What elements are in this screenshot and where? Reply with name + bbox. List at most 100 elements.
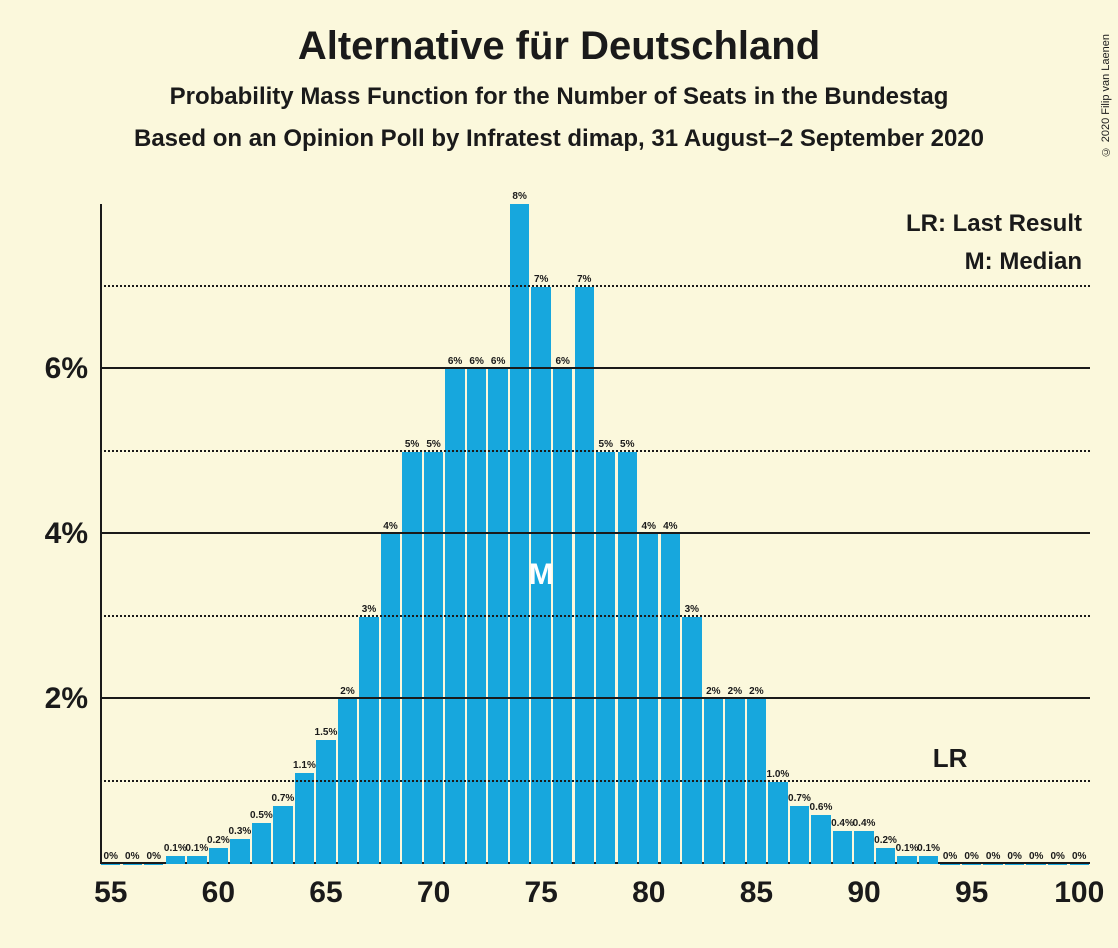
bar-fill — [833, 831, 852, 864]
bar: 2% — [724, 699, 746, 864]
bar: 0.4% — [832, 831, 854, 864]
bar: 4% — [660, 534, 682, 864]
bar: 5% — [617, 452, 639, 865]
bar-value-label: 0.1% — [896, 843, 919, 856]
bar-value-label: 0% — [1050, 851, 1064, 864]
median-marker: M — [529, 558, 554, 592]
x-tick-label: 75 — [525, 864, 558, 910]
bar: 6% — [487, 369, 509, 864]
gridline-minor — [100, 285, 1090, 287]
bar-fill — [144, 864, 163, 865]
bar-fill — [338, 699, 357, 864]
bar-value-label: 0.6% — [810, 802, 833, 815]
bar: 0.2% — [208, 848, 230, 865]
gridline-major — [100, 697, 1090, 699]
bar-fill — [230, 839, 249, 864]
bar-value-label: 0.4% — [853, 818, 876, 831]
bar-fill — [596, 452, 615, 865]
bar-value-label: 0% — [1072, 851, 1086, 864]
bar: 0% — [143, 864, 165, 865]
bar-fill — [402, 452, 421, 865]
bar-fill — [747, 699, 766, 864]
x-tick-label: 85 — [740, 864, 773, 910]
bar-fill — [488, 369, 507, 864]
bar: 0.7% — [272, 806, 294, 864]
x-tick-label: 55 — [94, 864, 127, 910]
x-tick-label: 80 — [632, 864, 665, 910]
x-tick-label: 60 — [202, 864, 235, 910]
bar: 1.0% — [767, 782, 789, 865]
bar-fill — [1005, 864, 1024, 865]
legend-lr: LR: Last Result — [906, 210, 1082, 238]
bar-fill — [661, 534, 680, 864]
bar: 0.7% — [789, 806, 811, 864]
bar-fill — [618, 452, 637, 865]
last-result-marker: LR — [933, 743, 968, 774]
y-tick-label: 2% — [45, 682, 100, 716]
bar: 4% — [380, 534, 402, 864]
bar-value-label: 0.1% — [917, 843, 940, 856]
bar: 5% — [401, 452, 423, 865]
bar-value-label: 0.4% — [831, 818, 854, 831]
bar: 0.1% — [165, 856, 187, 864]
y-tick-label: 4% — [45, 517, 100, 551]
bar-value-label: 0% — [964, 851, 978, 864]
bar-fill — [187, 856, 206, 864]
bar: 4% — [638, 534, 660, 864]
bar-fill — [897, 856, 916, 864]
bar-fill — [445, 369, 464, 864]
bar-value-label: 0.3% — [228, 826, 251, 839]
bar-fill — [295, 773, 314, 864]
gridline-major — [100, 367, 1090, 369]
chart-title: Alternative für Deutschland — [0, 24, 1118, 69]
bar-fill — [553, 369, 572, 864]
bar: 0.2% — [875, 848, 897, 865]
bar-fill — [381, 534, 400, 864]
bar-fill — [790, 806, 809, 864]
bar-fill — [424, 452, 443, 865]
bar: 0% — [1025, 864, 1047, 865]
legend-m: M: Median — [965, 248, 1082, 276]
bar: 6% — [466, 369, 488, 864]
bar: 0.4% — [853, 831, 875, 864]
bar-fill — [876, 848, 895, 865]
bar: 0.5% — [251, 823, 273, 864]
x-tick-label: 65 — [309, 864, 342, 910]
bar-fill — [768, 782, 787, 865]
gridline-minor — [100, 615, 1090, 617]
bar-value-label: 0% — [125, 851, 139, 864]
bar-fill — [682, 617, 701, 865]
bar-fill — [725, 699, 744, 864]
x-tick-label: 100 — [1054, 864, 1104, 910]
bar: 3% — [358, 617, 380, 865]
bar-fill — [1026, 864, 1045, 865]
bar: 2% — [703, 699, 725, 864]
bar-value-label: 0.2% — [874, 835, 897, 848]
bar: 0.6% — [810, 815, 832, 865]
bar: 6% — [444, 369, 466, 864]
bar-value-label: 0% — [1007, 851, 1021, 864]
bar-value-label: 0.5% — [250, 810, 273, 823]
pmf-bar-chart: 0%0%0%0.1%0.1%0.2%0.3%0.5%0.7%1.1%1.5%2%… — [100, 204, 1090, 864]
bar-value-label: 0% — [986, 851, 1000, 864]
bar-fill — [359, 617, 378, 865]
copyright-text: © 2020 Filip van Laenen — [1100, 34, 1112, 157]
bar-fill — [575, 287, 594, 865]
bar-value-label: 0% — [147, 851, 161, 864]
bar-fill — [252, 823, 271, 864]
bar-fill — [811, 815, 830, 865]
bar-value-label: 8% — [512, 191, 526, 204]
y-tick-label: 6% — [45, 352, 100, 386]
x-tick-label: 95 — [955, 864, 988, 910]
bar-fill — [209, 848, 228, 865]
bar-value-label: 0.7% — [272, 793, 295, 806]
x-tick-label: 70 — [417, 864, 450, 910]
bar-fill — [510, 204, 529, 864]
bar: 2% — [337, 699, 359, 864]
bar-value-label: 0.1% — [185, 843, 208, 856]
bar: 0.1% — [896, 856, 918, 864]
bar-fill — [467, 369, 486, 864]
bar-value-label: 0% — [104, 851, 118, 864]
bar: 0% — [1004, 864, 1026, 865]
bar: 0.3% — [229, 839, 251, 864]
